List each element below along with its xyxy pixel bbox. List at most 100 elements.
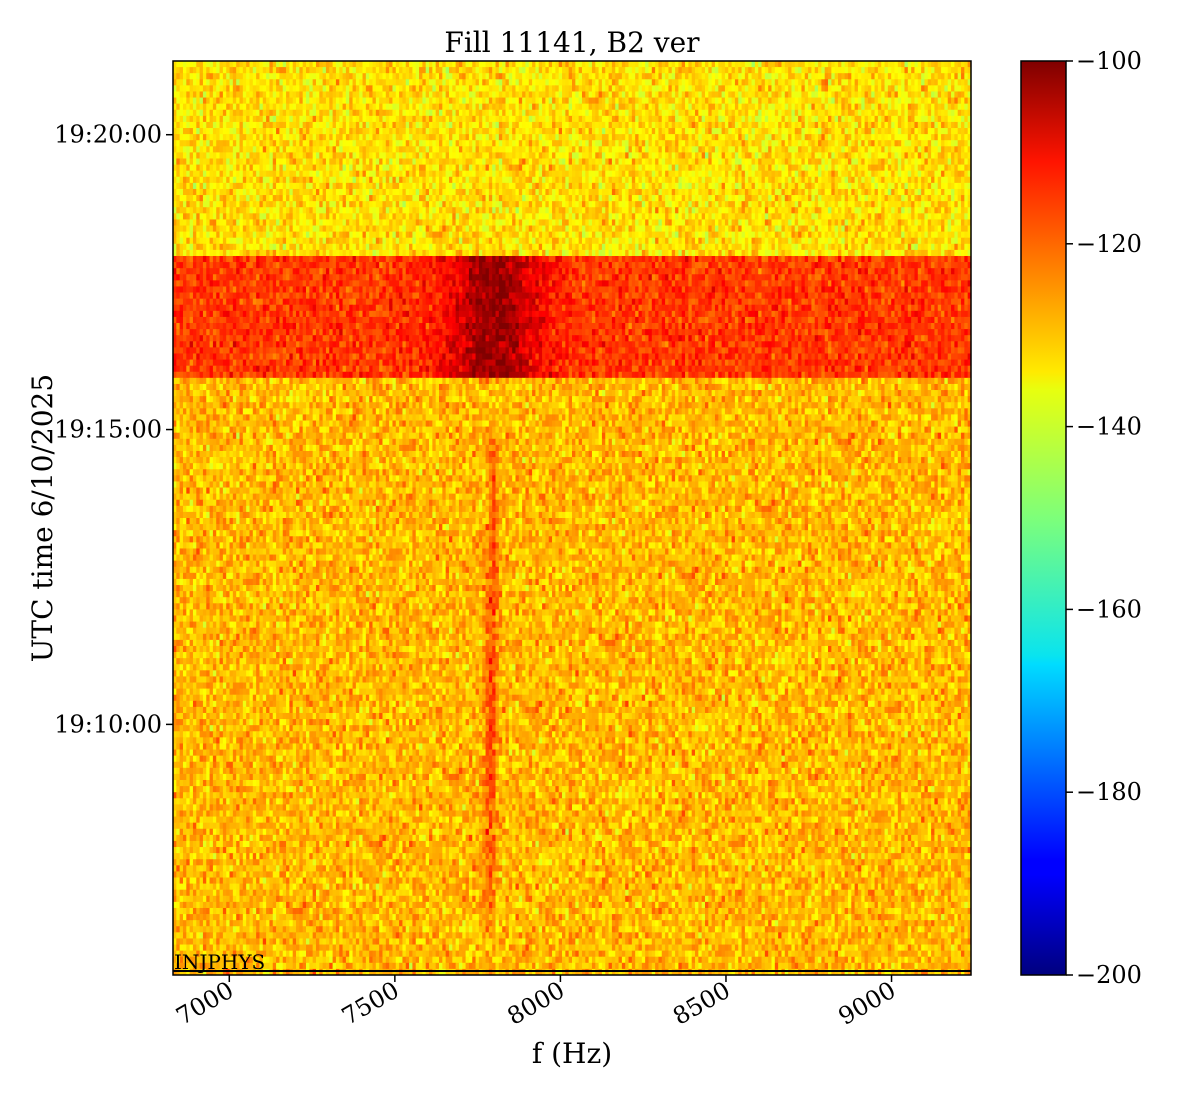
heatmap-cell xyxy=(359,91,363,97)
heatmap-cell xyxy=(712,140,716,146)
heatmap-cell xyxy=(259,183,263,189)
heatmap-cell xyxy=(479,140,483,146)
heatmap-cell xyxy=(389,158,393,164)
heatmap-cell xyxy=(476,128,480,134)
heatmap-cell xyxy=(253,79,257,85)
heatmap-cell xyxy=(808,85,812,91)
heatmap-cell xyxy=(888,122,892,128)
heatmap-cell xyxy=(429,152,433,158)
heatmap-cell xyxy=(183,134,187,140)
heatmap-cell xyxy=(230,73,234,79)
heatmap-cell xyxy=(845,171,849,177)
heatmap-cell xyxy=(772,152,776,158)
heatmap-cell xyxy=(472,104,476,110)
heatmap-cell xyxy=(735,116,739,122)
heatmap-cell xyxy=(379,91,383,97)
heatmap-cell xyxy=(253,110,257,116)
heatmap-cell xyxy=(828,110,832,116)
heatmap-cell xyxy=(452,116,456,122)
heatmap-cell xyxy=(668,177,672,183)
heatmap-cell xyxy=(599,85,603,91)
heatmap-cell xyxy=(373,140,377,146)
heatmap-cell xyxy=(831,122,835,128)
heatmap-cell xyxy=(289,140,293,146)
heatmap-cell xyxy=(180,134,184,140)
heatmap-cell xyxy=(758,183,762,189)
heatmap-cell xyxy=(279,61,283,67)
heatmap-cell xyxy=(499,140,503,146)
heatmap-cell xyxy=(542,91,546,97)
heatmap-cell xyxy=(958,177,962,183)
heatmap-cell xyxy=(203,158,207,164)
heatmap-cell xyxy=(758,146,762,152)
heatmap-cell xyxy=(386,128,390,134)
heatmap-cell xyxy=(619,116,623,122)
heatmap-cell xyxy=(419,98,423,104)
heatmap-cell xyxy=(609,116,613,122)
heatmap-cell xyxy=(752,158,756,164)
heatmap-cell xyxy=(565,122,569,128)
heatmap-cell xyxy=(359,79,363,85)
heatmap-cell xyxy=(552,110,556,116)
heatmap-cell xyxy=(419,91,423,97)
heatmap-cell xyxy=(459,98,463,104)
heatmap-cell xyxy=(801,91,805,97)
heatmap-cell xyxy=(781,73,785,79)
heatmap-cell xyxy=(848,158,852,164)
heatmap-cell xyxy=(652,158,656,164)
heatmap-cell xyxy=(675,165,679,171)
heatmap-cell xyxy=(529,152,533,158)
heatmap-cell xyxy=(898,61,902,67)
heatmap-cell xyxy=(286,104,290,110)
heatmap-cell xyxy=(216,98,220,104)
heatmap-cell xyxy=(722,79,726,85)
heatmap-cell xyxy=(253,165,257,171)
heatmap-cell xyxy=(821,183,825,189)
heatmap-cell xyxy=(798,183,802,189)
heatmap-cell xyxy=(775,158,779,164)
heatmap-cell xyxy=(885,140,889,146)
heatmap-cell xyxy=(599,146,603,152)
heatmap-cell xyxy=(529,104,533,110)
heatmap-cell xyxy=(230,91,234,97)
heatmap-cell xyxy=(722,67,726,73)
heatmap-cell xyxy=(702,91,706,97)
heatmap-cell xyxy=(562,73,566,79)
heatmap-cell xyxy=(735,134,739,140)
heatmap-cell xyxy=(180,140,184,146)
heatmap-cell xyxy=(838,79,842,85)
heatmap-cell xyxy=(785,146,789,152)
heatmap-cell xyxy=(452,73,456,79)
heatmap-cell xyxy=(695,85,699,91)
heatmap-cell xyxy=(240,158,244,164)
heatmap-cell xyxy=(921,171,925,177)
heatmap-cell xyxy=(482,85,486,91)
heatmap-cell xyxy=(931,140,935,146)
heatmap-cell xyxy=(831,134,835,140)
heatmap-cell xyxy=(353,183,357,189)
heatmap-cell xyxy=(549,61,553,67)
heatmap-cell xyxy=(585,104,589,110)
heatmap-cell xyxy=(326,85,330,91)
heatmap-cell xyxy=(712,98,716,104)
heatmap-cell xyxy=(489,79,493,85)
heatmap-cell xyxy=(818,183,822,189)
heatmap-cell xyxy=(665,98,669,104)
heatmap-cell xyxy=(961,140,965,146)
heatmap-cell xyxy=(299,158,303,164)
heatmap-cell xyxy=(273,73,277,79)
heatmap-cell xyxy=(602,61,606,67)
heatmap-cell xyxy=(895,116,899,122)
heatmap-cell xyxy=(489,110,493,116)
heatmap-cell xyxy=(382,183,386,189)
heatmap-cell xyxy=(555,67,559,73)
heatmap-cell xyxy=(266,152,270,158)
heatmap-cell xyxy=(449,140,453,146)
heatmap-cell xyxy=(635,79,639,85)
heatmap-cell xyxy=(788,98,792,104)
heatmap-cell xyxy=(259,110,263,116)
heatmap-cell xyxy=(589,61,593,67)
heatmap-cell xyxy=(343,134,347,140)
heatmap-cell xyxy=(409,165,413,171)
heatmap-cell xyxy=(422,165,426,171)
